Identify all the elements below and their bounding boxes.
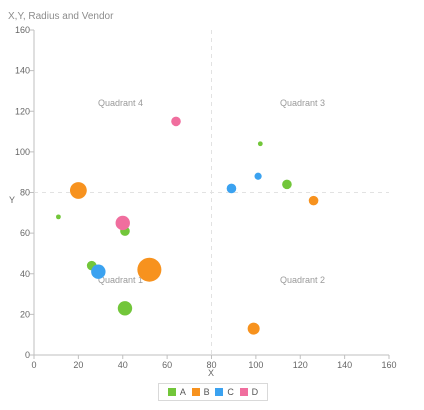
y-tick-label: 80: [20, 188, 30, 198]
legend-label: A: [179, 387, 186, 397]
y-tick-label: 60: [20, 228, 30, 238]
legend-item-b[interactable]: B: [191, 387, 210, 397]
x-tick-label: 140: [337, 360, 352, 370]
x-tick-label: 20: [73, 360, 83, 370]
bubble-b[interactable]: [137, 257, 162, 282]
bubbles: [56, 116, 319, 335]
x-tick-label: 100: [248, 360, 263, 370]
bubble-d[interactable]: [115, 215, 130, 231]
y-tick-label: 40: [20, 269, 30, 279]
bubble-b[interactable]: [247, 322, 260, 335]
legend-item-c[interactable]: C: [215, 387, 234, 397]
legend-swatch: [191, 388, 200, 396]
bubble-a[interactable]: [257, 141, 263, 147]
legend-item-d[interactable]: D: [239, 387, 259, 397]
chart-title: X,Y, Radius and Vendor: [8, 11, 114, 22]
legend-swatch: [239, 388, 248, 396]
bubble-c[interactable]: [91, 264, 106, 279]
bubble-chart: X,Y, Radius and Vendor 0 20 40 60 80 100 120 14…: [8, 11, 397, 378]
y-tick-label: 160: [15, 25, 30, 35]
x-tick-label: 160: [381, 360, 396, 370]
axes: 0 20 40 60 80 100 120 140 160 0 20 40 60 80 100 120 140 1…: [15, 25, 397, 370]
quadrant-label: Quadrant 1: [98, 275, 143, 285]
bubble-a[interactable]: [117, 301, 133, 316]
x-tick-label: 0: [31, 360, 36, 370]
y-tick-label: 120: [15, 106, 30, 116]
legend-item-a[interactable]: A: [167, 387, 186, 397]
legend: A B C D: [158, 383, 268, 401]
quadrant-labels: Quadrant 4 Quadrant 3 Quadrant 1 Quadrant 2: [98, 98, 325, 285]
quadrant-label: Quadrant 2: [280, 275, 325, 285]
x-tick-label: 80: [206, 360, 216, 370]
x-tick-label: 60: [162, 360, 172, 370]
legend-label: B: [203, 387, 210, 397]
bubble-a[interactable]: [282, 179, 292, 190]
y-tick-label: 20: [20, 309, 30, 319]
x-tick-label: 120: [293, 360, 308, 370]
bubble-b[interactable]: [308, 195, 319, 206]
y-tick-label: 140: [15, 66, 30, 76]
bubble-c[interactable]: [254, 172, 262, 180]
legend-label: C: [227, 387, 234, 397]
bubble-d[interactable]: [171, 116, 181, 127]
quadrant-label: Quadrant 3: [280, 98, 325, 108]
legend-swatch: [167, 388, 176, 396]
x-axis-label: X: [208, 368, 214, 378]
quadrant-label: Quadrant 4: [98, 98, 143, 108]
x-tick-label: 40: [118, 360, 128, 370]
bubble-b[interactable]: [69, 182, 87, 199]
y-axis-label: Y: [9, 195, 15, 205]
quadrant-lines: [34, 30, 389, 355]
y-tick-label: 0: [25, 350, 30, 360]
legend-label: D: [251, 387, 259, 397]
bubble-a[interactable]: [56, 214, 61, 220]
bubble-c[interactable]: [226, 183, 237, 194]
legend-swatch: [215, 388, 224, 396]
y-tick-label: 100: [15, 147, 30, 157]
